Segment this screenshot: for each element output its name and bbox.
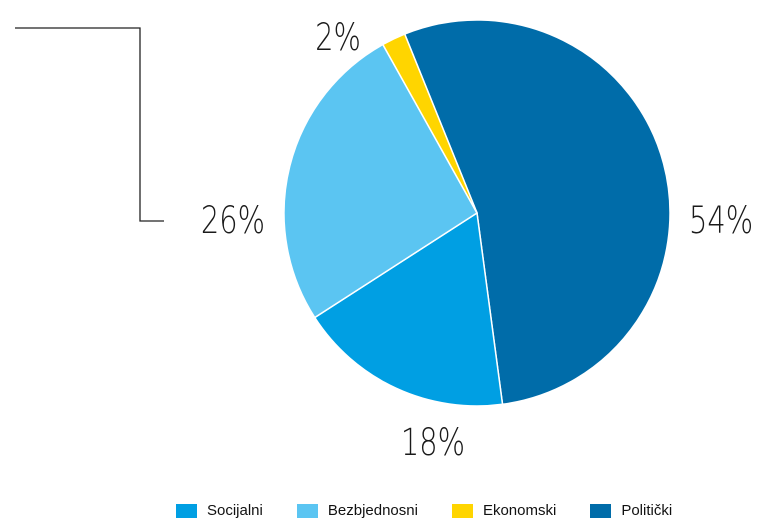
legend-swatch bbox=[296, 503, 318, 518]
legend-item-bezbjednosni: Bezbjednosni bbox=[296, 502, 418, 519]
pie-data-labels: 54% 18% 26% 2% bbox=[201, 15, 753, 463]
data-label-socijalni: 18% bbox=[401, 420, 465, 463]
pie-slice-politicki bbox=[403, 19, 671, 406]
data-label-ekonomski: 2% bbox=[315, 15, 361, 58]
pie-slice-socijalni bbox=[313, 211, 504, 407]
chart-legend: Socijalni Bezbjednosni Ekonomski Politički bbox=[176, 502, 672, 519]
legend-item-politicki: Politički bbox=[590, 502, 672, 519]
annotation-bracket-line bbox=[15, 27, 164, 222]
pie-slice-ekonomski bbox=[381, 33, 478, 214]
legend-item-ekonomski: Ekonomski bbox=[451, 502, 557, 519]
legend-swatch bbox=[451, 503, 473, 518]
legend-swatch bbox=[590, 503, 612, 518]
pie-slices bbox=[283, 19, 671, 407]
data-label-politicki: 54% bbox=[689, 198, 753, 241]
data-label-bezbjednosni: 26% bbox=[201, 198, 265, 241]
pie-slice-bezbjednosni bbox=[283, 43, 478, 319]
legend-swatch bbox=[176, 503, 197, 518]
legend-label: Politički bbox=[621, 502, 673, 519]
legend-label: Ekonomski bbox=[482, 502, 557, 519]
legend-label: Bezbjednosni bbox=[327, 502, 418, 519]
legend-label: Socijalni bbox=[207, 502, 263, 519]
legend-item-socijalni: Socijalni bbox=[176, 502, 263, 519]
